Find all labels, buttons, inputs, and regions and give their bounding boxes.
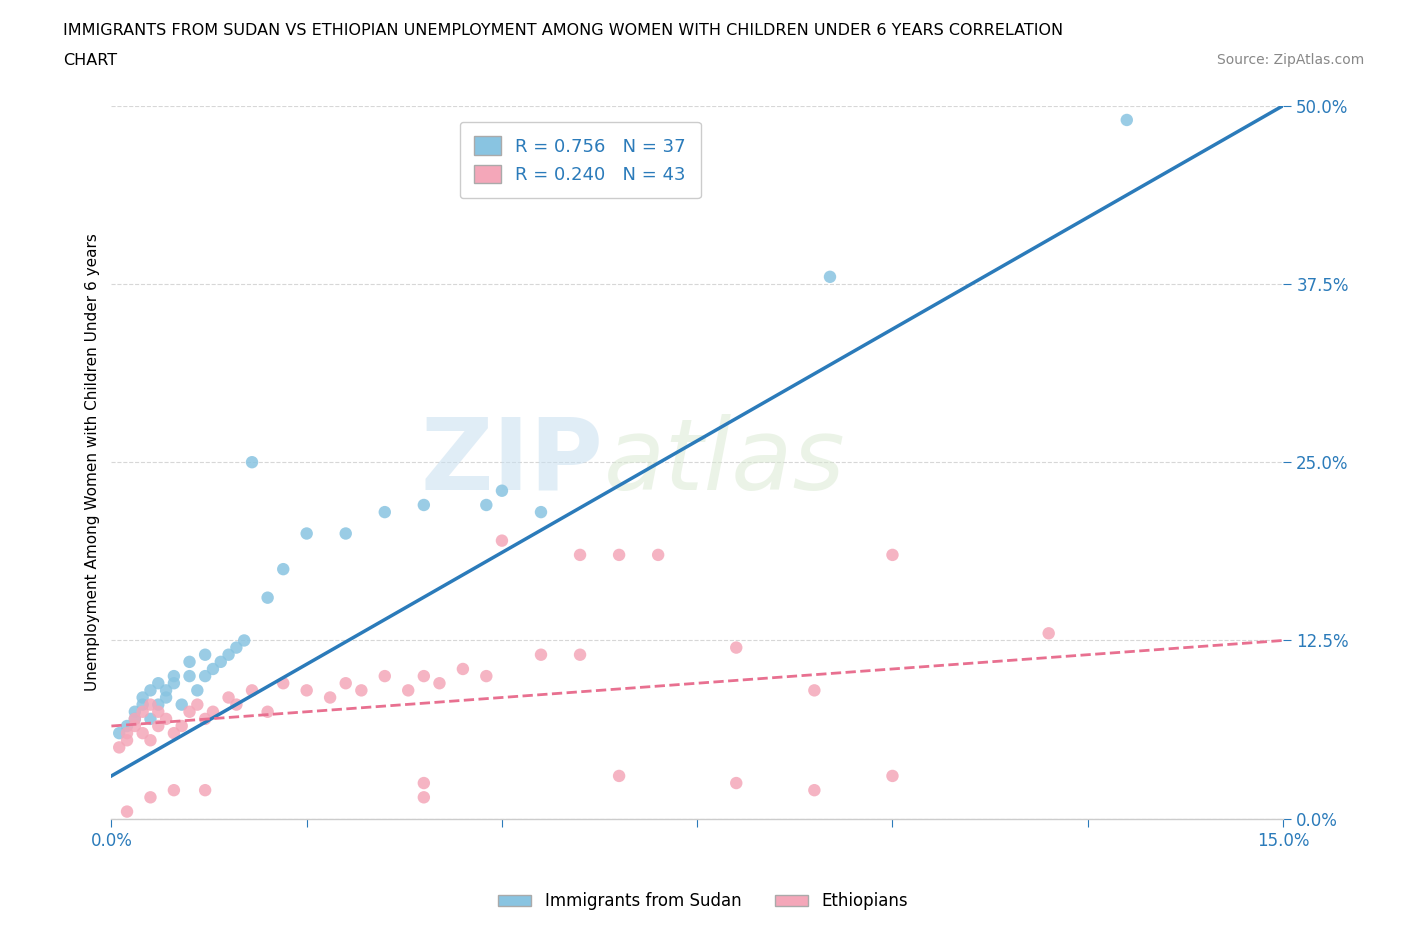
- Point: [170, 719, 193, 734]
- Point: [179, 655, 201, 670]
- Point: [335, 676, 357, 691]
- Text: IMMIGRANTS FROM SUDAN VS ETHIOPIAN UNEMPLOYMENT AMONG WOMEN WITH CHILDREN UNDER : IMMIGRANTS FROM SUDAN VS ETHIOPIAN UNEMP…: [63, 23, 1063, 38]
- Point: [882, 548, 904, 563]
- Point: [201, 704, 224, 719]
- Point: [1038, 626, 1060, 641]
- Point: [882, 768, 904, 783]
- Point: [115, 725, 138, 740]
- Point: [319, 690, 342, 705]
- Point: [139, 733, 162, 748]
- Point: [163, 783, 186, 798]
- Point: [429, 676, 451, 691]
- Point: [491, 533, 513, 548]
- Point: [124, 711, 146, 726]
- Legend: R = 0.756   N = 37, R = 0.240   N = 43: R = 0.756 N = 37, R = 0.240 N = 43: [460, 122, 700, 198]
- Point: [271, 562, 294, 577]
- Point: [412, 776, 434, 790]
- Text: CHART: CHART: [63, 53, 117, 68]
- Point: [256, 704, 278, 719]
- Point: [148, 676, 170, 691]
- Point: [155, 683, 177, 698]
- Point: [412, 498, 434, 512]
- Point: [335, 526, 357, 541]
- Point: [148, 704, 170, 719]
- Point: [233, 633, 256, 648]
- Point: [530, 505, 553, 520]
- Point: [124, 711, 146, 726]
- Point: [186, 683, 208, 698]
- Point: [647, 548, 669, 563]
- Point: [201, 661, 224, 676]
- Point: [475, 498, 498, 512]
- Point: [240, 683, 263, 698]
- Point: [725, 776, 748, 790]
- Point: [396, 683, 419, 698]
- Point: [155, 711, 177, 726]
- Legend: Immigrants from Sudan, Ethiopians: Immigrants from Sudan, Ethiopians: [491, 885, 915, 917]
- Point: [271, 676, 294, 691]
- Point: [350, 683, 373, 698]
- Point: [569, 647, 592, 662]
- Point: [803, 683, 825, 698]
- Point: [803, 783, 825, 798]
- Point: [240, 455, 263, 470]
- Point: [1115, 113, 1137, 127]
- Point: [115, 804, 138, 819]
- Text: ZIP: ZIP: [420, 414, 603, 511]
- Point: [218, 690, 240, 705]
- Point: [374, 669, 396, 684]
- Point: [194, 647, 217, 662]
- Point: [155, 690, 177, 705]
- Point: [194, 783, 217, 798]
- Point: [124, 704, 146, 719]
- Point: [131, 704, 153, 719]
- Point: [412, 669, 434, 684]
- Point: [108, 740, 131, 755]
- Text: Source: ZipAtlas.com: Source: ZipAtlas.com: [1216, 53, 1364, 67]
- Point: [131, 725, 153, 740]
- Point: [131, 698, 153, 712]
- Point: [108, 725, 131, 740]
- Point: [295, 526, 318, 541]
- Point: [163, 669, 186, 684]
- Point: [131, 690, 153, 705]
- Point: [530, 647, 553, 662]
- Point: [186, 698, 208, 712]
- Point: [179, 704, 201, 719]
- Point: [179, 669, 201, 684]
- Point: [194, 711, 217, 726]
- Point: [163, 725, 186, 740]
- Point: [170, 698, 193, 712]
- Point: [139, 698, 162, 712]
- Point: [148, 719, 170, 734]
- Text: atlas: atlas: [603, 414, 845, 511]
- Point: [139, 683, 162, 698]
- Point: [225, 640, 247, 655]
- Point: [295, 683, 318, 698]
- Point: [374, 505, 396, 520]
- Point: [115, 719, 138, 734]
- Point: [725, 640, 748, 655]
- Point: [163, 676, 186, 691]
- Point: [194, 669, 217, 684]
- Point: [256, 591, 278, 605]
- Point: [607, 548, 630, 563]
- Y-axis label: Unemployment Among Women with Children Under 6 years: Unemployment Among Women with Children U…: [86, 233, 100, 691]
- Point: [225, 698, 247, 712]
- Point: [115, 733, 138, 748]
- Point: [412, 790, 434, 804]
- Point: [451, 661, 474, 676]
- Point: [491, 484, 513, 498]
- Point: [475, 669, 498, 684]
- Point: [139, 711, 162, 726]
- Point: [209, 655, 232, 670]
- Point: [607, 768, 630, 783]
- Point: [218, 647, 240, 662]
- Point: [818, 270, 841, 285]
- Point: [139, 790, 162, 804]
- Point: [569, 548, 592, 563]
- Point: [124, 719, 146, 734]
- Point: [148, 698, 170, 712]
